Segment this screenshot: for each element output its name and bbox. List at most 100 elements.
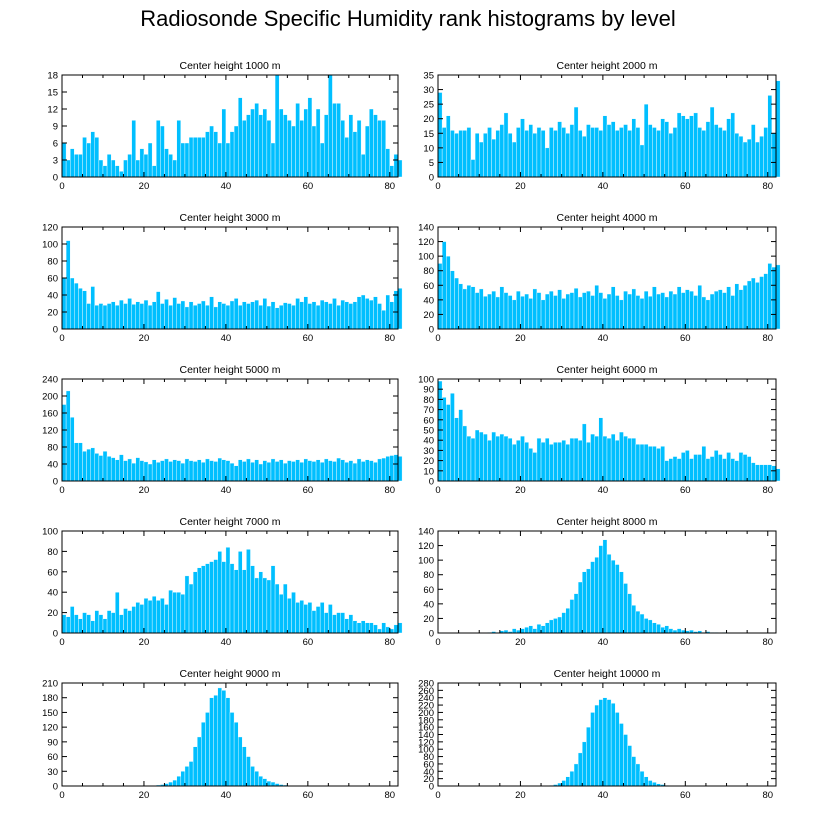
chart-panel-2: Center height 2000 m 0 20 40 60 80 0 5 10 15 20 25 3… [423,60,781,192]
histogram-bar [389,628,395,634]
y-tick-label: 100 [418,375,434,386]
histogram-bar [250,108,255,178]
histogram-bar [648,446,653,482]
histogram-bar [759,135,764,178]
histogram-bar [722,458,727,482]
histogram-bar [270,142,276,178]
histogram-bar [713,290,719,330]
histogram-bar [540,299,546,330]
histogram-bar [102,451,108,482]
histogram-bar [266,780,272,787]
histogram-bar [287,460,292,482]
histogram-bar [250,301,255,330]
histogram-bar [507,437,513,482]
histogram-bar [254,299,259,330]
histogram-bar [668,458,674,482]
histogram-bar [615,295,620,330]
histogram-bar [119,454,124,482]
histogram-bar [499,286,505,330]
histogram-bar [693,295,698,330]
y-tick-label: 20 [47,308,58,319]
histogram-bar [639,771,645,787]
histogram-bar [664,625,670,634]
histogram-bar [751,277,756,330]
histogram-bar [164,148,169,178]
y-tick-label: 160 [42,409,58,420]
y-tick-label: 0 [53,782,58,793]
histogram-bar [315,606,321,634]
histogram-bar [340,299,345,330]
histogram-bar [516,290,521,330]
histogram-bar [586,442,591,482]
histogram-bar [532,452,538,482]
histogram-bar [528,448,534,482]
x-tick-label: 20 [139,333,150,344]
histogram-bar [205,131,210,178]
histogram-bar [685,450,690,482]
histogram-bar [274,461,280,482]
x-tick-label: 60 [303,485,314,496]
histogram-bar [65,616,71,634]
histogram-bar [115,305,120,330]
y-tick-label: 20 [423,614,434,625]
y-tick-label: 280 [418,679,434,690]
histogram-bar [213,306,218,330]
histogram-bar [520,296,525,330]
histogram-bar [516,127,521,178]
histogram-bar [180,771,186,787]
histogram-bar [82,290,87,330]
histogram-bar [598,699,604,787]
histogram-bar [233,125,239,178]
histogram-bar [577,752,583,787]
histogram-bar [246,114,251,178]
histogram-bar [586,726,591,787]
histogram-bar [381,622,386,634]
x-tick-label: 20 [515,790,526,801]
histogram-bar [168,781,173,787]
histogram-bar [565,293,571,330]
histogram-bar [598,545,604,634]
histogram-bar [237,459,243,482]
histogram-bar [127,154,132,178]
histogram-bar [437,92,443,178]
histogram-bar [270,458,276,482]
y-tick-label: 60 [423,585,434,596]
histogram-bar [676,112,682,178]
histogram-bar [759,464,764,482]
histogram-bar [168,589,173,634]
histogram-bar [742,285,748,330]
histogram-bar [437,380,443,482]
x-tick-label: 60 [680,333,691,344]
histogram-bar [311,301,317,330]
histogram-bar [652,622,657,634]
histogram-bar [528,124,534,178]
histogram-bar [623,583,628,634]
histogram-bar [648,619,653,634]
histogram-bar [274,583,280,634]
histogram-bar [528,625,534,634]
histogram-bar [172,592,177,634]
plot-frame [437,226,777,330]
histogram-bar [254,103,259,178]
y-tick-label: 80 [423,570,434,581]
histogram-bar [266,305,272,330]
y-tick-label: 60 [423,281,434,292]
histogram-bar [511,299,517,330]
histogram-bar [119,299,124,330]
histogram-bar [755,464,760,482]
histogram-bar [635,763,641,787]
chart-panel-3: Center height 3000 m 0 20 40 60 80 0 20 40 60 80 10… [42,212,403,344]
panel-title: Center height 4000 m [557,212,658,224]
histogram-bar [98,455,104,482]
histogram-bar [192,305,198,330]
x-tick-label: 60 [303,333,314,344]
histogram-bar [295,602,300,634]
histogram-bar [307,602,313,634]
histogram-bar [147,600,153,634]
histogram-bar [697,454,703,482]
chart-panel-7: Center height 7000 m 0 20 40 60 80 0 20 40 60 80 10… [42,516,403,648]
x-tick-label: 80 [385,637,396,648]
histogram-bar [569,437,575,482]
histogram-bar [668,290,674,330]
histogram-bar [123,608,128,634]
